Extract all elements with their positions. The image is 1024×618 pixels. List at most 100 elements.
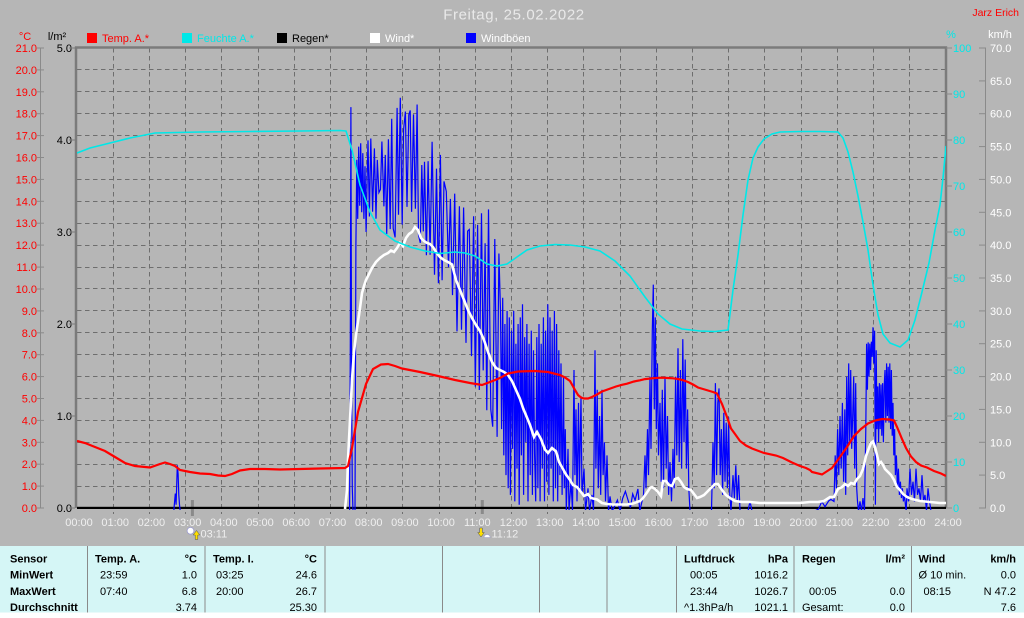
svg-text:10.0: 10.0 bbox=[16, 284, 37, 296]
svg-text:30: 30 bbox=[953, 365, 965, 377]
svg-text:65.0: 65.0 bbox=[990, 76, 1011, 88]
svg-text:03:00: 03:00 bbox=[174, 517, 202, 529]
svg-text:03:11: 03:11 bbox=[201, 529, 228, 541]
svg-text:07:40: 07:40 bbox=[100, 586, 128, 598]
svg-text:Wind: Wind bbox=[919, 554, 946, 566]
svg-text:Windböen: Windböen bbox=[481, 33, 531, 45]
svg-text:50: 50 bbox=[953, 273, 965, 285]
svg-text:00:00: 00:00 bbox=[65, 517, 93, 529]
svg-text:60: 60 bbox=[953, 227, 965, 239]
svg-text:09:00: 09:00 bbox=[391, 517, 419, 529]
svg-text:1.0: 1.0 bbox=[182, 570, 197, 582]
svg-text:Ø 10 min.: Ø 10 min. bbox=[919, 570, 967, 582]
svg-text:5.0: 5.0 bbox=[57, 43, 72, 55]
svg-text:°C: °C bbox=[305, 554, 317, 566]
svg-text:Regen*: Regen* bbox=[292, 33, 329, 45]
svg-text:14.0: 14.0 bbox=[16, 196, 37, 208]
svg-text:02:00: 02:00 bbox=[138, 517, 166, 529]
svg-text:14:00: 14:00 bbox=[572, 517, 600, 529]
svg-text:11.0: 11.0 bbox=[16, 262, 37, 274]
svg-text:00:05: 00:05 bbox=[690, 570, 718, 582]
svg-text:1016.2: 1016.2 bbox=[754, 570, 788, 582]
svg-text:Wind*: Wind* bbox=[385, 33, 415, 45]
svg-text:3.74: 3.74 bbox=[176, 602, 197, 614]
svg-text:22:00: 22:00 bbox=[862, 517, 890, 529]
svg-text:10.0: 10.0 bbox=[990, 437, 1011, 449]
svg-text:05:00: 05:00 bbox=[246, 517, 274, 529]
svg-text:N 47.2: N 47.2 bbox=[984, 586, 1016, 598]
svg-text:3.0: 3.0 bbox=[22, 437, 37, 449]
svg-text:16:00: 16:00 bbox=[645, 517, 673, 529]
svg-text:30.0: 30.0 bbox=[990, 306, 1011, 318]
svg-text:Temp. I.: Temp. I. bbox=[213, 554, 254, 566]
svg-text:12:00: 12:00 bbox=[500, 517, 528, 529]
svg-text:l/m²: l/m² bbox=[48, 31, 67, 43]
svg-text:11:12: 11:12 bbox=[492, 529, 519, 541]
svg-text:19.0: 19.0 bbox=[16, 87, 37, 99]
svg-text:2.0: 2.0 bbox=[22, 459, 37, 471]
svg-text:Freitag, 25.02.2022: Freitag, 25.02.2022 bbox=[443, 7, 585, 24]
svg-text:15:00: 15:00 bbox=[608, 517, 636, 529]
svg-text:00:05: 00:05 bbox=[809, 586, 837, 598]
svg-text:hPa: hPa bbox=[768, 554, 789, 566]
svg-text:15.0: 15.0 bbox=[16, 174, 37, 186]
svg-text:2.0: 2.0 bbox=[57, 319, 72, 331]
svg-text:^1.3hPa/h: ^1.3hPa/h bbox=[684, 602, 733, 614]
svg-text:8.0: 8.0 bbox=[22, 328, 37, 340]
svg-text:19:00: 19:00 bbox=[753, 517, 781, 529]
svg-text:23:44: 23:44 bbox=[690, 586, 718, 598]
svg-text:17:00: 17:00 bbox=[681, 517, 709, 529]
svg-text:Feuchte A.*: Feuchte A.* bbox=[197, 33, 255, 45]
svg-text:20.0: 20.0 bbox=[990, 372, 1011, 384]
svg-text:40.0: 40.0 bbox=[990, 240, 1011, 252]
svg-text:12.0: 12.0 bbox=[16, 240, 37, 252]
svg-text:26.7: 26.7 bbox=[296, 586, 317, 598]
svg-text:0.0: 0.0 bbox=[890, 586, 905, 598]
svg-text:Sensor: Sensor bbox=[10, 554, 48, 566]
svg-text:9.0: 9.0 bbox=[22, 306, 37, 318]
svg-text:MaxWert: MaxWert bbox=[10, 586, 56, 598]
svg-text:24.6: 24.6 bbox=[296, 570, 317, 582]
svg-text:20: 20 bbox=[953, 411, 965, 423]
svg-text:l/m²: l/m² bbox=[885, 554, 905, 566]
svg-text:13:00: 13:00 bbox=[536, 517, 564, 529]
svg-text:0.0: 0.0 bbox=[57, 503, 72, 515]
svg-text:1021.1: 1021.1 bbox=[754, 602, 788, 614]
svg-text:13.0: 13.0 bbox=[16, 218, 37, 230]
svg-text:23:59: 23:59 bbox=[100, 570, 128, 582]
svg-text:km/h: km/h bbox=[988, 29, 1012, 41]
svg-text:20.0: 20.0 bbox=[16, 65, 37, 77]
svg-text:0.0: 0.0 bbox=[1001, 570, 1016, 582]
svg-text:16.0: 16.0 bbox=[16, 153, 37, 165]
svg-text:11:00: 11:00 bbox=[464, 517, 491, 529]
svg-text:15.0: 15.0 bbox=[990, 404, 1011, 416]
svg-text:km/h: km/h bbox=[990, 554, 1016, 566]
svg-text:21:00: 21:00 bbox=[826, 517, 854, 529]
svg-text:60.0: 60.0 bbox=[990, 109, 1011, 121]
svg-text:25.0: 25.0 bbox=[990, 339, 1011, 351]
svg-text:10: 10 bbox=[953, 457, 965, 469]
svg-text:6.0: 6.0 bbox=[22, 372, 37, 384]
svg-text:Temp. A.*: Temp. A.* bbox=[102, 33, 150, 45]
svg-text:4.0: 4.0 bbox=[57, 135, 72, 147]
svg-text:0.0: 0.0 bbox=[990, 503, 1005, 515]
svg-text:01:00: 01:00 bbox=[101, 517, 129, 529]
svg-text:45.0: 45.0 bbox=[990, 207, 1011, 219]
svg-text:Gesamt:: Gesamt: bbox=[802, 602, 844, 614]
svg-text:50.0: 50.0 bbox=[990, 174, 1011, 186]
svg-text:07:00: 07:00 bbox=[319, 517, 347, 529]
svg-text:3.0: 3.0 bbox=[57, 227, 72, 239]
svg-text:04:00: 04:00 bbox=[210, 517, 238, 529]
svg-text:10:00: 10:00 bbox=[427, 517, 455, 529]
svg-text:70.0: 70.0 bbox=[990, 43, 1011, 55]
svg-text:Temp. A.: Temp. A. bbox=[95, 554, 140, 566]
svg-text:80: 80 bbox=[953, 135, 965, 147]
svg-text:0: 0 bbox=[953, 503, 959, 515]
svg-text:23:00: 23:00 bbox=[898, 517, 926, 529]
svg-text:18.0: 18.0 bbox=[16, 109, 37, 121]
svg-text:6.8: 6.8 bbox=[182, 586, 197, 598]
svg-text:08:00: 08:00 bbox=[355, 517, 383, 529]
svg-text:35.0: 35.0 bbox=[990, 273, 1011, 285]
svg-text:°C: °C bbox=[185, 554, 197, 566]
svg-text:5.0: 5.0 bbox=[22, 394, 37, 406]
